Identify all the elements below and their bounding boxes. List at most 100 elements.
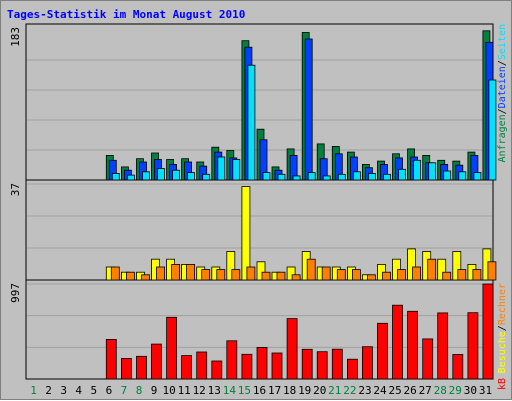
bar-seiten-day-31 — [488, 79, 497, 181]
bar-rechner-day-21 — [336, 269, 346, 281]
bar-kb-day-11 — [181, 355, 193, 380]
day-label-21: 21 — [328, 384, 341, 397]
bar-kb-day-23 — [361, 346, 373, 380]
bar-kb-day-10 — [166, 316, 178, 380]
bar-rechner-day-24 — [382, 271, 391, 281]
day-label-16: 16 — [253, 384, 266, 397]
bar-rechner-day-25 — [397, 269, 406, 281]
day-label-23: 23 — [358, 384, 371, 397]
bar-kb-day-25 — [392, 304, 403, 380]
bar-kb-day-12 — [196, 351, 208, 380]
bar-kb-day-15 — [241, 353, 253, 380]
bar-rechner-day-29 — [457, 269, 467, 281]
bar-kb-day-28 — [437, 312, 449, 380]
bar-kb-day-18 — [286, 318, 298, 380]
bar-rechner-day-27 — [427, 258, 437, 281]
bar-rechner-day-11 — [186, 263, 196, 281]
bar-seiten-day-30 — [473, 172, 482, 181]
bar-dateien-day-19 — [304, 38, 313, 181]
legend-entry: Besuche — [497, 331, 508, 373]
bar-kb-day-17 — [271, 352, 283, 380]
bar-rechner-day-7 — [126, 271, 135, 281]
bar-seiten-day-21 — [337, 173, 346, 181]
bar-kb-day-13 — [211, 360, 223, 380]
bar-seiten-day-20 — [322, 175, 331, 181]
bar-seiten-day-11 — [187, 172, 196, 181]
day-label-12: 12 — [193, 384, 206, 397]
bar-rechner-day-9 — [156, 266, 165, 281]
day-label-20: 20 — [313, 384, 326, 397]
bar-seiten-day-19 — [307, 172, 316, 181]
day-label-25: 25 — [388, 384, 401, 397]
legend-entry: / — [497, 325, 508, 331]
day-label-29: 29 — [449, 384, 462, 397]
legend-bottom: kB — [497, 378, 508, 390]
legend-entry: Seiten — [497, 24, 508, 60]
day-label-4: 4 — [75, 384, 82, 397]
bar-rechner-day-14 — [231, 269, 241, 281]
bar-kb-day-7 — [121, 357, 132, 380]
bar-seiten-day-23 — [367, 172, 376, 181]
bar-rechner-day-12 — [201, 269, 211, 281]
day-label-30: 30 — [464, 384, 477, 397]
bar-kb-day-14 — [226, 340, 238, 380]
bar-rechner-day-23 — [366, 274, 376, 281]
bar-rechner-day-19 — [306, 258, 316, 281]
bar-kb-day-30 — [467, 312, 479, 380]
bar-kb-day-21 — [331, 348, 343, 380]
bar-besuche-day-29 — [452, 251, 462, 281]
bar-kb-day-20 — [316, 351, 328, 380]
day-label-14: 14 — [223, 384, 237, 397]
bar-seiten-day-17 — [277, 173, 286, 181]
day-label-11: 11 — [178, 384, 191, 397]
day-label-1: 1 — [30, 384, 37, 397]
day-label-8: 8 — [136, 384, 143, 397]
day-label-7: 7 — [121, 384, 128, 397]
bar-besuche-day-28 — [437, 258, 447, 281]
chart-title: Tages-Statistik im Monat August 2010 — [7, 8, 246, 21]
bar-besuche-day-26 — [407, 248, 417, 281]
bar-kb-day-6 — [105, 338, 117, 380]
bar-rechner-day-22 — [351, 269, 361, 281]
bar-rechner-day-8 — [141, 274, 150, 281]
bar-kb-day-22 — [346, 358, 358, 380]
bar-rechner-day-6 — [110, 266, 120, 281]
bar-besuche-day-15 — [241, 186, 251, 281]
day-label-27: 27 — [419, 384, 432, 397]
bar-seiten-day-12 — [202, 173, 211, 181]
bar-besuche-day-14 — [226, 251, 236, 281]
bar-seiten-day-16 — [262, 172, 271, 181]
y-max-label: 37 — [9, 183, 22, 196]
legend-entry: Anfragen — [497, 114, 508, 162]
bar-seiten-day-8 — [142, 171, 150, 181]
legend-middle: Besuche/Rechner — [497, 283, 508, 373]
legend-entry: Rechner — [497, 283, 508, 325]
legend-entry: / — [497, 60, 508, 66]
bar-rechner-day-17 — [276, 271, 286, 281]
legend-top: Anfragen/Dateien/Seiten — [497, 24, 508, 163]
day-label-10: 10 — [162, 384, 175, 397]
bar-seiten-day-18 — [292, 175, 301, 181]
bar-seiten-day-25 — [398, 168, 406, 181]
bar-rechner-day-16 — [261, 271, 271, 281]
y-max-label: 183 — [9, 27, 22, 47]
bar-rechner-day-30 — [472, 269, 482, 281]
y-max-label: 997 — [9, 283, 22, 303]
bar-rechner-day-28 — [442, 271, 452, 281]
bar-kb-day-19 — [301, 348, 313, 380]
day-label-9: 9 — [151, 384, 158, 397]
bar-kb-day-8 — [136, 355, 147, 380]
legend-entry: Dateien — [497, 66, 508, 108]
bar-seiten-day-28 — [443, 170, 452, 181]
bar-seiten-day-7 — [127, 174, 135, 181]
bar-seiten-day-27 — [428, 162, 437, 181]
day-label-26: 26 — [403, 384, 416, 397]
day-label-17: 17 — [268, 384, 281, 397]
bar-rechner-day-13 — [216, 269, 226, 281]
day-label-13: 13 — [208, 384, 221, 397]
day-label-3: 3 — [60, 384, 67, 397]
day-label-19: 19 — [298, 384, 311, 397]
bar-seiten-day-13 — [217, 156, 226, 181]
